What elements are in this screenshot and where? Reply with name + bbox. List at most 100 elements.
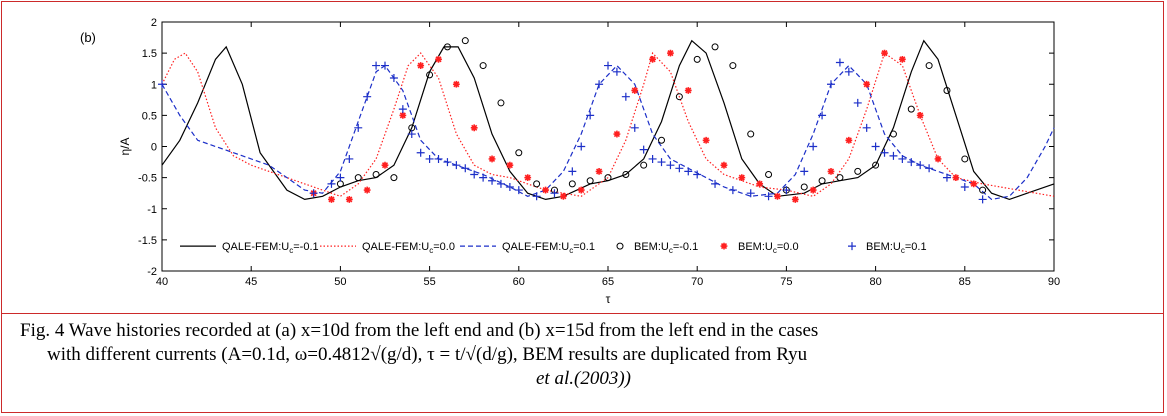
- legend-5-marker: [848, 242, 856, 251]
- series-5-point: [657, 158, 666, 167]
- series-3-point: [729, 62, 737, 70]
- series-5-point: [684, 167, 693, 176]
- series-5-point: [488, 176, 497, 185]
- series-3-point: [765, 171, 773, 179]
- caption-divider: [1, 313, 1164, 314]
- series-4-point: [363, 186, 371, 194]
- legend-3-marker: [616, 242, 624, 250]
- series-1-line: [161, 51, 1055, 197]
- series-5-point: [416, 148, 425, 157]
- series-4-point: [631, 87, 639, 94]
- series-3-point: [872, 161, 880, 169]
- series-5-point: [363, 92, 372, 101]
- y-axis-label: η/A: [118, 137, 132, 155]
- series-5-point: [532, 192, 541, 201]
- series-4-point: [613, 130, 621, 138]
- y-tick-label: 1.5: [142, 48, 157, 60]
- series-5-point: [389, 74, 398, 83]
- series-3-point: [675, 93, 683, 101]
- series-4-point: [417, 62, 425, 69]
- series-4-point: [827, 168, 835, 175]
- series-5-point: [693, 170, 702, 179]
- series-4-point: [452, 80, 460, 88]
- series-5-point: [586, 111, 595, 120]
- series-5-point: [711, 179, 720, 188]
- series-4-point: [702, 136, 710, 144]
- series-4-point: [381, 161, 389, 169]
- series-4-point: [970, 180, 978, 188]
- series-4-point: [916, 111, 924, 119]
- series-4-point: [881, 49, 888, 57]
- y-tick-label: 1: [151, 79, 157, 91]
- legend-4-label: BEM:Uc=0.0: [738, 241, 799, 255]
- series-3-point: [818, 177, 826, 185]
- series-5-point: [827, 80, 835, 89]
- series-5-point: [800, 167, 809, 176]
- series-5-point: [675, 164, 684, 173]
- series-5-point: [746, 189, 755, 198]
- y-tick-label: -1.5: [138, 235, 157, 247]
- series-4-point: [809, 186, 817, 194]
- series-5-point: [577, 142, 586, 151]
- series-3-point: [604, 174, 612, 182]
- series-5-point: [479, 173, 488, 182]
- caption-text-1: Fig. 4 Wave histories recorded at (a) x=…: [20, 320, 819, 341]
- series-4-point: [488, 155, 496, 163]
- y-tick-label: -0.5: [138, 173, 157, 185]
- x-tick-label: 45: [245, 276, 257, 288]
- caption-text-3: et al.(2003)): [536, 368, 631, 389]
- series-4-point: [399, 111, 407, 119]
- legend-0-label: QALE-FEM:Uc=-0.1: [222, 241, 319, 255]
- series-3-point: [747, 130, 755, 138]
- series-5-point: [818, 111, 827, 120]
- series-3-point: [622, 171, 630, 179]
- series-5-point: [354, 123, 363, 132]
- series-4-point: [506, 161, 514, 169]
- series-3-point: [640, 161, 648, 169]
- x-tick-label: 80: [869, 276, 881, 288]
- series-5-point: [612, 67, 621, 76]
- series-5-point: [595, 80, 604, 89]
- series-3-point: [979, 186, 987, 194]
- legend-1-label: QALE-FEM:Uc=0.0: [362, 241, 455, 255]
- series-3-point: [800, 183, 808, 191]
- y-tick-label: 2: [151, 17, 157, 29]
- series-5-point: [648, 154, 657, 163]
- series-3-point: [443, 43, 451, 51]
- series-4-point: [560, 192, 567, 200]
- series-5-point: [871, 142, 880, 151]
- series-5-point: [639, 145, 648, 154]
- series-4-point: [720, 161, 728, 169]
- wave-history-chart: 40 45 50 55 60 65 70 75 80 85 90 -2 -1.5 -1 -0.5 0 0.5 1 1…: [118, 17, 1060, 306]
- series-3-point: [372, 171, 380, 179]
- series-5-point: [764, 192, 773, 201]
- series-3-point: [515, 149, 523, 157]
- series-4-point: [934, 155, 942, 163]
- series-5-point: [496, 179, 505, 188]
- series-5-point: [461, 164, 470, 173]
- x-tick-label: 75: [780, 276, 792, 288]
- series-4-point: [345, 196, 353, 203]
- series-5-point: [728, 186, 737, 195]
- series-3-point: [586, 177, 594, 185]
- x-axis-label: τ: [606, 292, 611, 306]
- series-3-point: [889, 130, 897, 138]
- series-3-point: [479, 62, 487, 70]
- series-5-point: [889, 151, 898, 160]
- series-4-point: [738, 174, 746, 182]
- series-5-point: [853, 98, 862, 107]
- series-5-point: [835, 58, 844, 67]
- series-3-point: [658, 136, 666, 144]
- series-4-point: [470, 124, 478, 132]
- series-3-point: [390, 174, 398, 182]
- caption-line-1: Fig. 4 Wave histories recorded at (a) x=…: [20, 320, 818, 342]
- series-5-point: [336, 173, 345, 182]
- series-4-point: [524, 174, 532, 182]
- series-5-point: [407, 130, 416, 139]
- series-5-point: [327, 179, 336, 188]
- caption-line-3: et al.(2003)): [0, 368, 1167, 390]
- legend-4-marker: [720, 242, 728, 250]
- series-3-point: [336, 180, 344, 188]
- series-5-point: [425, 154, 434, 163]
- series-3-point: [461, 37, 469, 45]
